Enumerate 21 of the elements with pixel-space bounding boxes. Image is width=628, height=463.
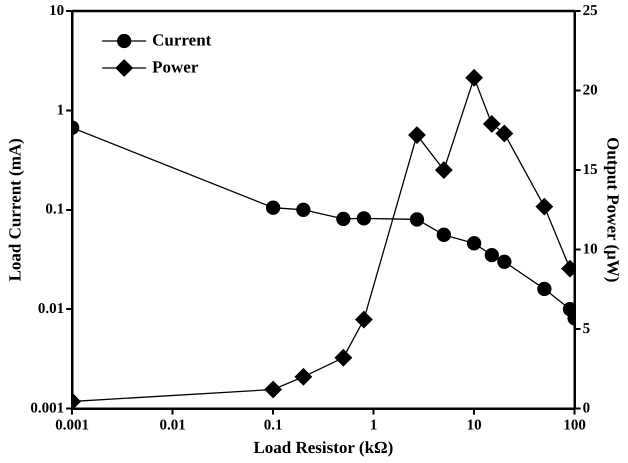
y2-axis-title: Output Power (μW)	[603, 137, 622, 282]
y-tick-label: 1	[56, 102, 64, 118]
y2-tick-label: 25	[582, 2, 598, 19]
x-tick-label: 100	[563, 417, 586, 434]
x-axis-title: Load Resistor (kΩ)	[253, 438, 394, 458]
x-tick-label: 0.1	[264, 417, 283, 434]
y2-tick-label: 15	[582, 162, 598, 178]
x-tick-label: 1	[370, 417, 378, 434]
y2-tick-label: 20	[582, 82, 598, 98]
legend-label: Power	[152, 57, 199, 76]
y-axis-title: Load Current (mA)	[6, 138, 25, 282]
y-tick-label: 10	[49, 2, 64, 19]
legend-label: Current	[152, 30, 212, 50]
x-tick-label: 10	[466, 417, 482, 434]
x-tick-label: 0.01	[160, 417, 186, 434]
y-tick-label: 0.001	[30, 400, 64, 416]
y-tick-label: 0.01	[38, 301, 64, 318]
y2-tick-label: 5	[582, 320, 590, 337]
y2-tick-label: 10	[582, 241, 598, 258]
y-tick-label: 0.1	[45, 202, 64, 218]
y2-tick-label: 0	[582, 400, 590, 416]
